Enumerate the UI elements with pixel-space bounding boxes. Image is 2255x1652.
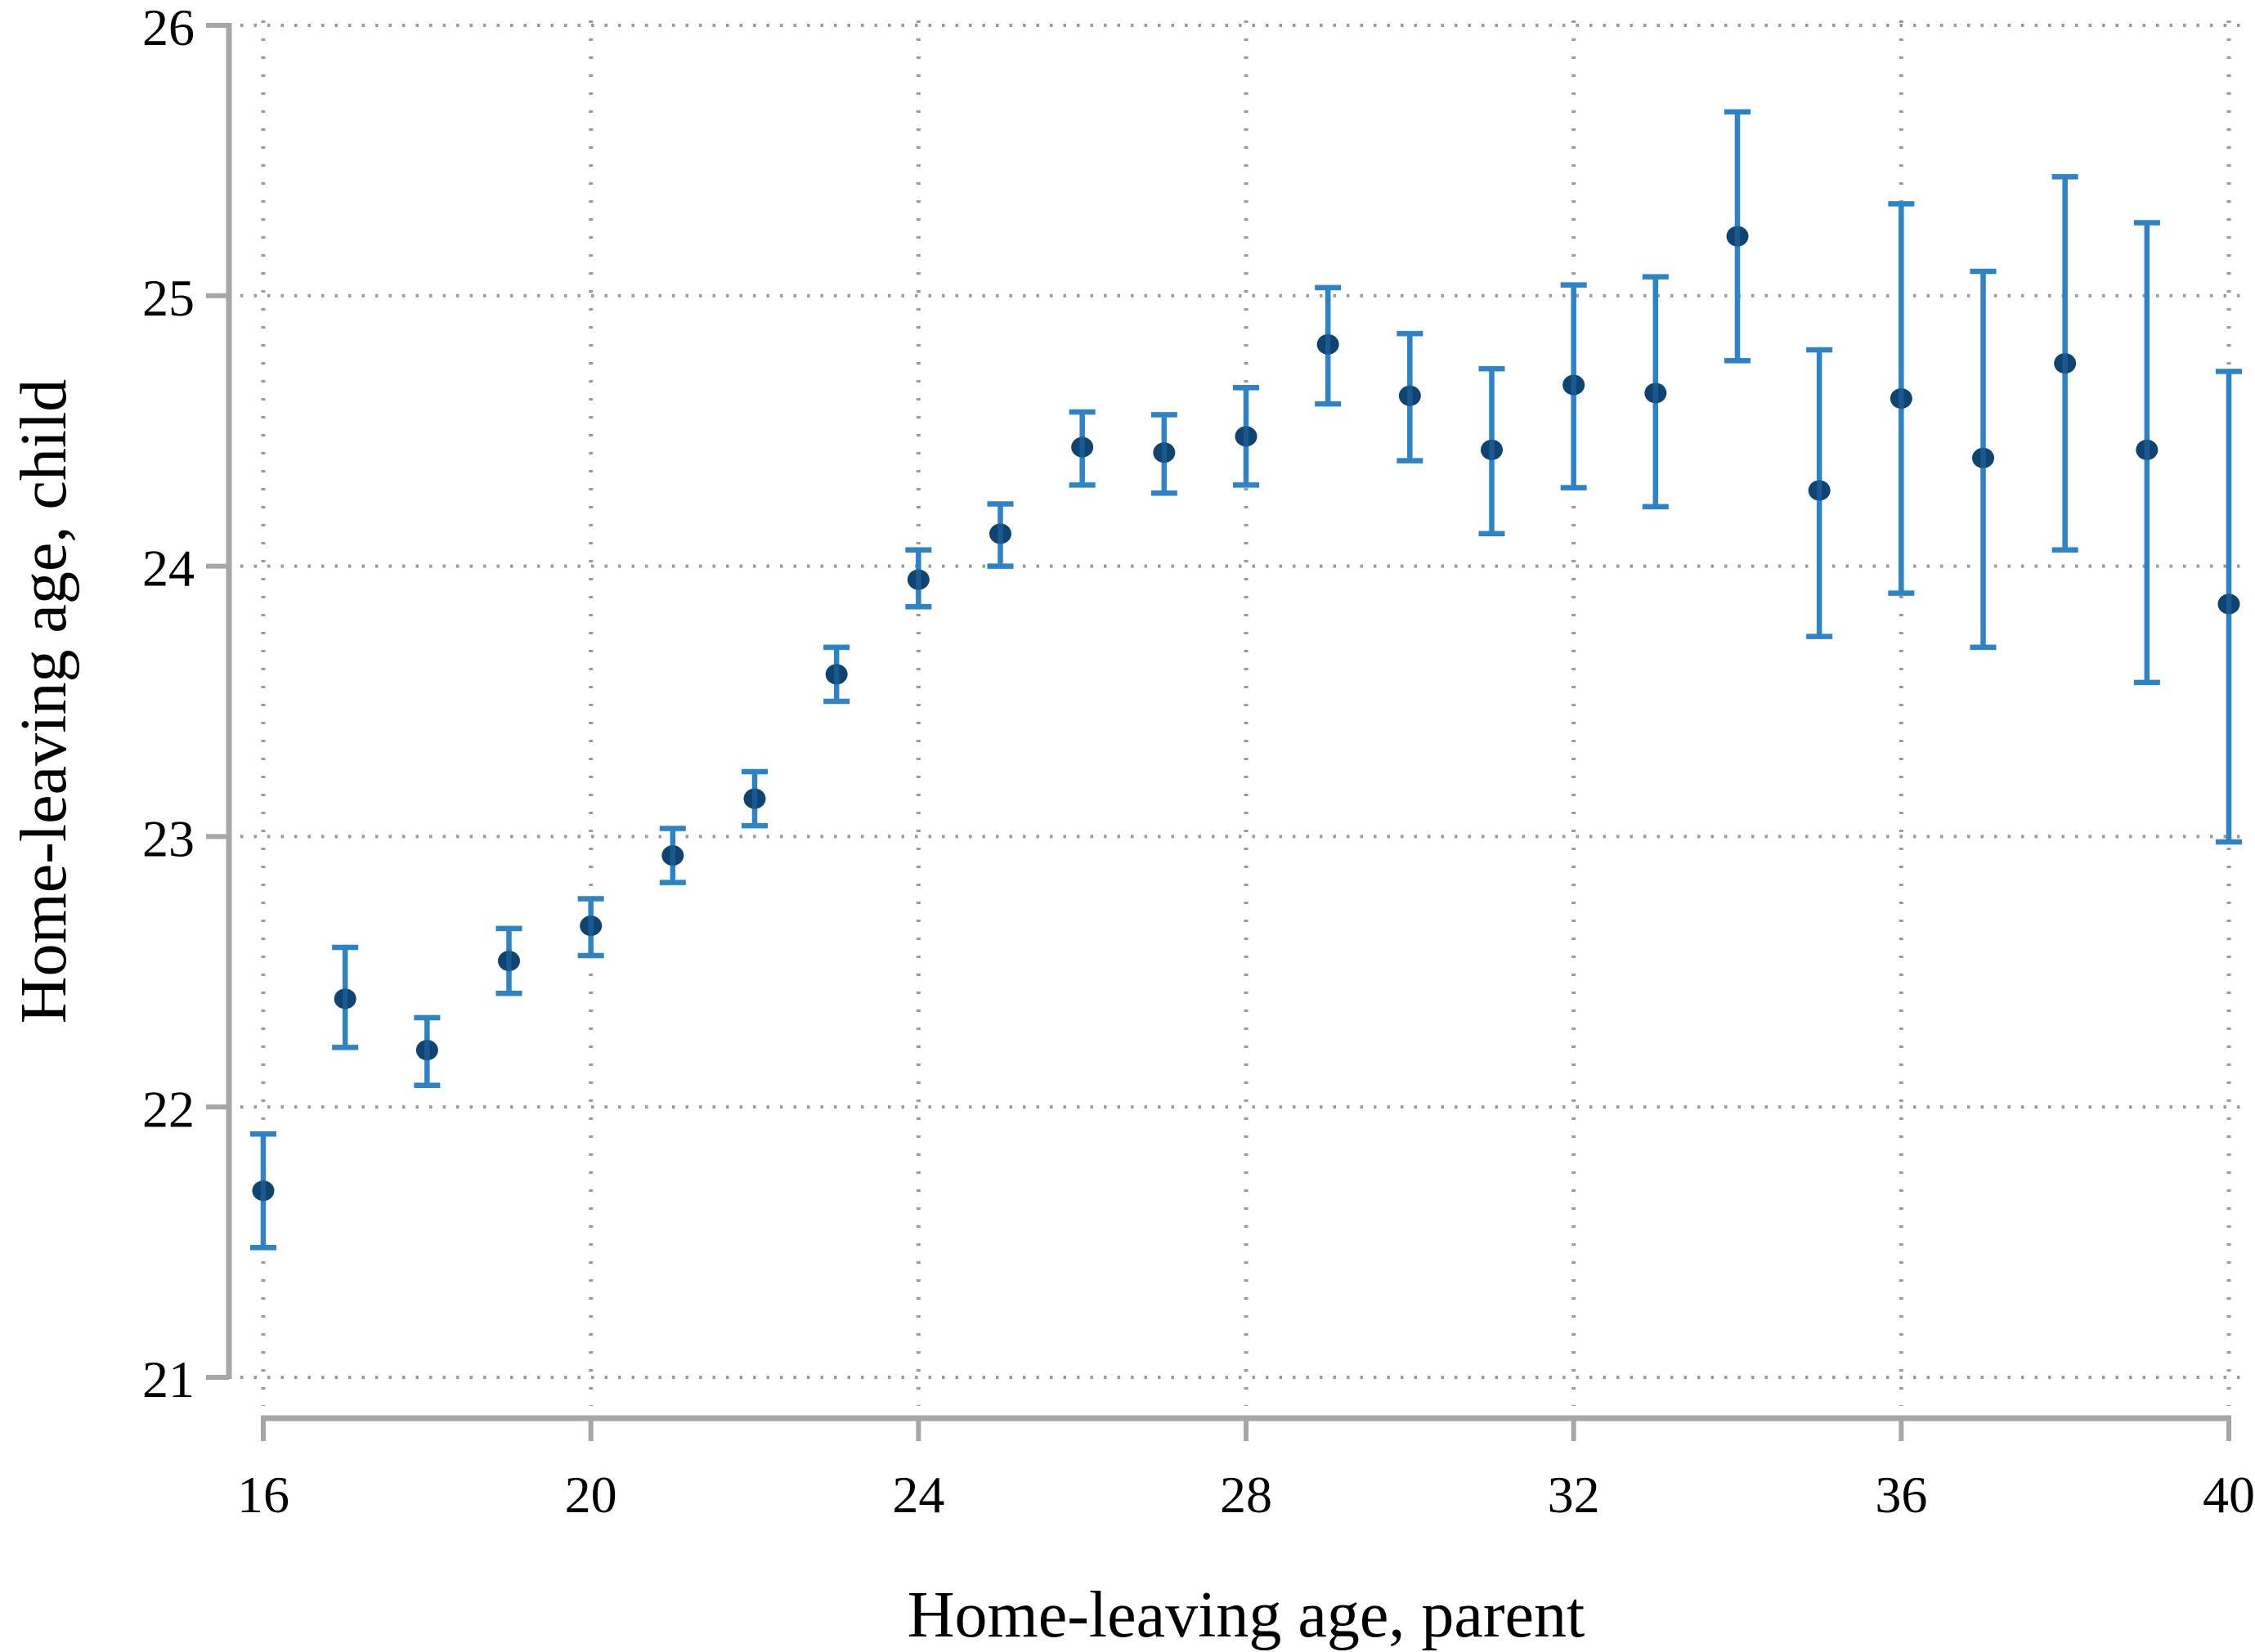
data-point-group [1970, 268, 1997, 651]
data-point-group [1150, 412, 1177, 496]
data-point-marker [1398, 385, 1421, 406]
data-point-group [823, 644, 850, 705]
data-point-group [1642, 274, 1669, 510]
x-axis-title: Home-leaving age, parent [908, 1579, 1585, 1651]
data-point-marker [2054, 353, 2077, 374]
gridlines [240, 20, 2250, 1406]
axes [206, 23, 2231, 1441]
data-point-marker [907, 569, 930, 590]
data-point-group [1315, 284, 1342, 407]
y-tick-label: 24 [142, 539, 195, 598]
data-point-marker [1890, 388, 1912, 410]
data-point-group [987, 501, 1014, 569]
y-tick-label: 22 [142, 1080, 195, 1138]
data-point-marker [415, 1040, 438, 1061]
data-point-group [1724, 109, 1751, 364]
data-point-group [2133, 220, 2160, 686]
data-point-marker [1153, 442, 1176, 463]
data-point-marker [1235, 426, 1258, 447]
data-point-group [250, 1131, 276, 1251]
data-point-marker [334, 988, 356, 1010]
data-point-group [414, 1014, 441, 1088]
y-tick-label: 26 [142, 0, 195, 56]
data-point-marker [743, 788, 766, 809]
data-point-marker [989, 523, 1011, 544]
data-point-marker [1316, 334, 1339, 355]
data-point-marker [1726, 226, 1749, 247]
x-tick-label: 36 [1875, 1466, 1927, 1524]
data-point-marker [1808, 480, 1831, 501]
data-point-marker [580, 916, 603, 937]
x-tick-label: 24 [892, 1466, 944, 1524]
data-point-group [495, 925, 522, 996]
data-point-marker [1562, 374, 1585, 396]
data-point-group [1806, 347, 1833, 639]
data-point-group [742, 768, 768, 829]
data-point-marker [2217, 593, 2240, 615]
x-tick-label: 32 [1548, 1466, 1600, 1524]
x-tick-label: 28 [1220, 1466, 1272, 1524]
data-point-group [1560, 282, 1587, 490]
x-tick-label: 40 [2203, 1466, 2255, 1524]
data-point-group [2216, 369, 2242, 845]
data-point-group [1233, 385, 1259, 488]
data-series [250, 109, 2242, 1251]
data-point-group [2051, 173, 2078, 553]
y-axis-title: Home-leaving age, child [8, 379, 80, 1024]
data-point-group [905, 547, 932, 610]
data-point-group [332, 944, 359, 1050]
y-tick-label: 25 [142, 269, 195, 327]
data-point-marker [498, 951, 520, 972]
data-point-group [577, 896, 604, 959]
x-tick-label: 16 [237, 1466, 289, 1524]
y-tick-label: 21 [142, 1350, 195, 1408]
data-point-group [1888, 201, 1915, 596]
data-point-marker [252, 1180, 275, 1202]
data-point-marker [661, 845, 684, 866]
data-point-group [659, 826, 686, 885]
data-point-marker [1481, 439, 1503, 460]
data-point-group [1069, 409, 1096, 488]
data-point-group [1478, 365, 1505, 537]
data-point-marker [1972, 447, 1994, 468]
data-point-marker [825, 664, 848, 685]
y-tick-label: 23 [142, 809, 195, 867]
data-point-marker [2136, 439, 2159, 460]
data-point-marker [1644, 383, 1667, 404]
x-tick-label: 20 [565, 1466, 617, 1524]
tick-labels: 21 22 23 24 25 26 16 20 24 28 32 36 40 [142, 0, 2255, 1524]
data-point-marker [1071, 437, 1094, 458]
data-point-group [1396, 330, 1423, 463]
